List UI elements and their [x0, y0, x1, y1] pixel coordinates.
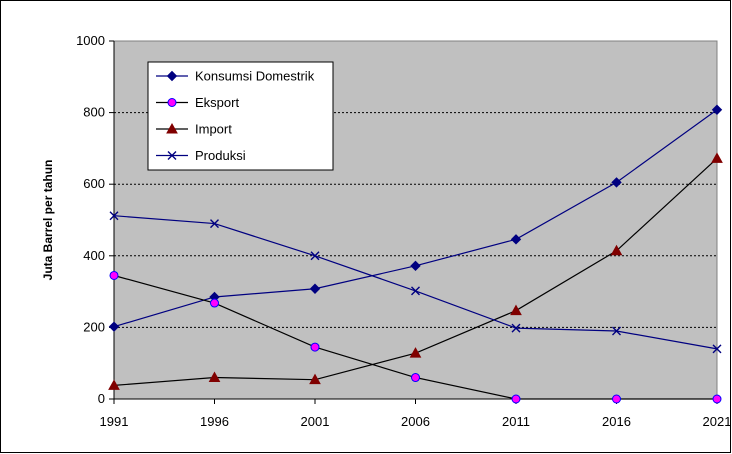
- x-tick-label: 1996: [200, 414, 229, 429]
- data-point: [409, 347, 422, 358]
- legend-label: Import: [195, 122, 232, 137]
- legend-item: Import: [156, 122, 232, 137]
- data-point: [511, 394, 521, 404]
- x-tick-label: 2001: [301, 414, 330, 429]
- x-tick-label: 1991: [100, 414, 129, 429]
- y-tick-label: 0: [98, 391, 105, 406]
- legend-marker: [167, 98, 177, 107]
- data-point: [510, 304, 522, 316]
- x-tick-label: 2011: [502, 414, 530, 429]
- x-tick-label: 2021: [703, 414, 732, 429]
- legend-marker: [166, 70, 178, 82]
- data-point: [511, 323, 521, 333]
- data-point: [108, 321, 120, 332]
- data-point: [711, 152, 723, 163]
- legend-item: Produksi: [156, 148, 246, 163]
- y-tick-label: 600: [83, 176, 105, 191]
- data-point: [309, 283, 321, 294]
- x-tick-label: 2006: [401, 414, 430, 429]
- data-point: [712, 394, 722, 404]
- legend-item: Konsumsi Domestrik: [156, 69, 315, 84]
- data-point: [210, 219, 219, 229]
- data-point: [611, 177, 622, 188]
- y-tick-label: 400: [83, 248, 105, 263]
- data-point: [711, 104, 723, 115]
- y-tick-label: 800: [83, 105, 105, 120]
- data-point: [612, 394, 621, 404]
- legend-label: Eksport: [195, 95, 239, 110]
- data-point: [108, 379, 120, 390]
- x-tick-label: 2016: [602, 414, 631, 429]
- legend-marker: [167, 151, 177, 160]
- y-tick-label: 1000: [76, 33, 105, 48]
- data-point: [712, 344, 722, 354]
- data-point: [610, 244, 623, 256]
- data-point: [109, 211, 119, 221]
- y-axis-ticks: 0 200 400 600 800 1000: [76, 33, 114, 406]
- y-tick-label: 200: [83, 319, 105, 334]
- data-point: [411, 286, 420, 296]
- legend-label: Konsumsi Domestrik: [195, 69, 315, 84]
- data-point: [411, 373, 420, 383]
- series-0: [108, 104, 723, 332]
- data-point: [309, 373, 321, 385]
- data-point: [310, 342, 320, 352]
- legend-item: Eksport: [156, 95, 239, 110]
- series-2: [108, 152, 723, 390]
- data-point: [210, 298, 219, 308]
- series-1: [109, 270, 722, 404]
- data-point: [510, 234, 522, 245]
- legend-box: [147, 61, 334, 171]
- legend-label: Produksi: [195, 148, 246, 163]
- series-group: [108, 104, 723, 404]
- data-point: [612, 326, 621, 336]
- x-axis-ticks: 1991 1996 2001 2006 2011 2016 2021: [100, 399, 732, 429]
- legend-marker: [166, 122, 178, 134]
- series-3: [109, 211, 722, 354]
- data-point: [208, 371, 221, 383]
- legend: Konsumsi Domestrik Eksport Import Produksi: [147, 61, 334, 171]
- data-point: [410, 260, 421, 272]
- data-point: [310, 251, 320, 261]
- y-axis-label: Juta Barrel per tahun: [41, 160, 55, 281]
- data-point: [109, 270, 119, 280]
